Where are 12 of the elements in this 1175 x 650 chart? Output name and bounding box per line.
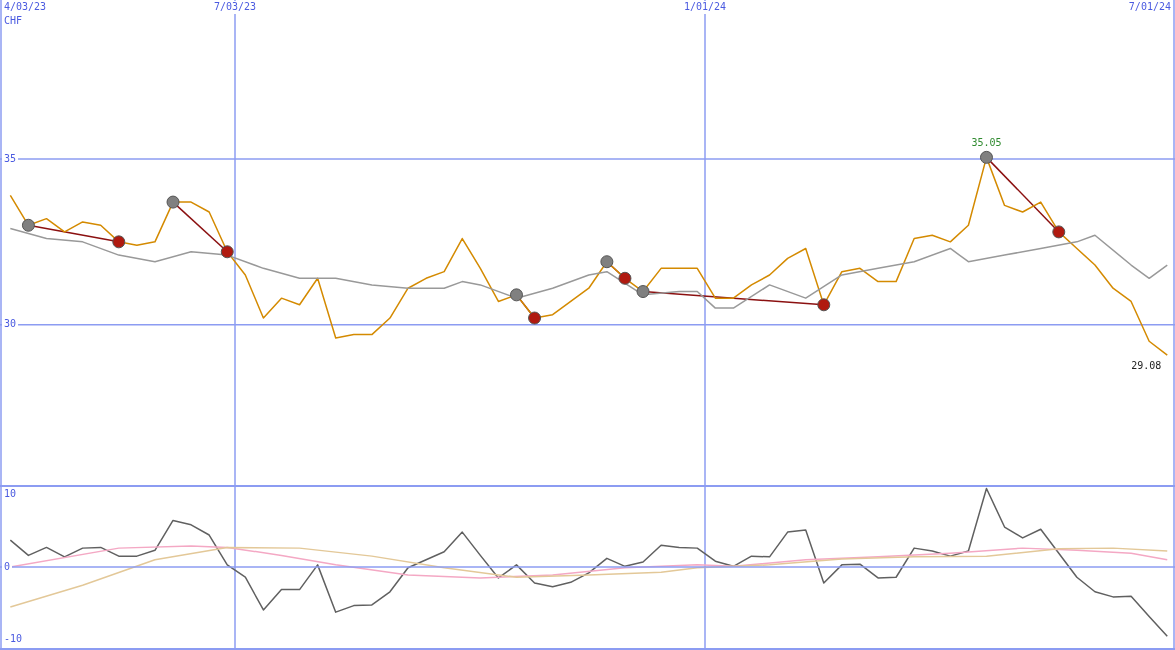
y-axis-title: CHF	[4, 14, 23, 26]
annotation: 29.08	[1131, 359, 1162, 371]
y-tick-label: 10	[4, 487, 17, 499]
y-tick-label: 35	[4, 152, 17, 164]
x-tick-label: 1/01/24	[683, 0, 727, 12]
y-tick-label: 0	[4, 560, 11, 572]
annotation: 35.05	[971, 136, 1002, 148]
x-tick-label: 7/03/23	[213, 0, 257, 12]
y-tick-label: -10	[4, 633, 23, 645]
x-tick-label: 4/03/23	[4, 0, 47, 12]
x-tick-label: 7/01/24	[1128, 0, 1171, 12]
y-tick-label: 30	[4, 318, 17, 330]
